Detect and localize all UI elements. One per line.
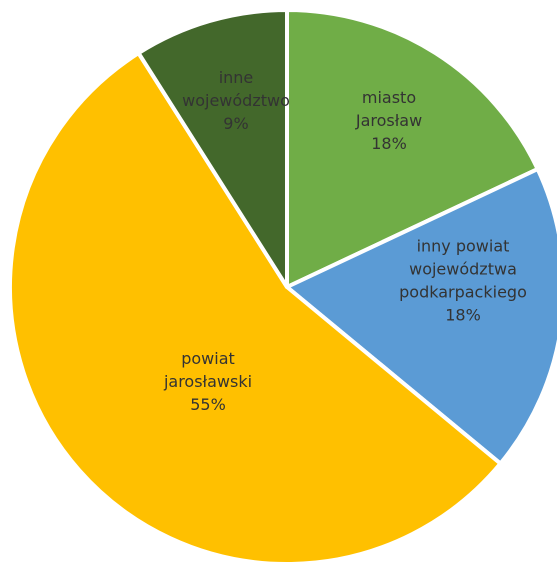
pie-slice-value: 18% — [371, 134, 407, 153]
pie-slice-label-0: miasto Jarosław 18% — [355, 88, 422, 153]
pie-slice-1 — [285, 167, 557, 466]
pie-slice-label-line: województwa — [409, 259, 517, 278]
pie-slice-label-line: jarosławski — [163, 372, 252, 391]
pie-slice-value: 18% — [445, 305, 481, 324]
pie-slice-value: 9% — [223, 114, 248, 133]
pie-slice-label-line: inny powiat — [417, 236, 510, 255]
pie-slice-3 — [136, 8, 289, 289]
pie-labels: miasto Jarosław 18% inny powiat województwa p… — [163, 68, 527, 414]
pie-slice-label-line: miasto — [362, 88, 416, 107]
pie-slice-label-1: inny powiat województwa podkarpackiego 18% — [399, 236, 527, 324]
pie-slice-label-2: powiat jarosławski 55% — [163, 349, 252, 414]
pie-slice-label-line: podkarpackiego — [399, 282, 527, 301]
pie-slice-label-line: Jarosław — [355, 111, 422, 130]
pie-slice-2 — [8, 51, 503, 563]
pie-slice-value: 55% — [190, 395, 226, 414]
pie-slice-label-line: inne — [219, 68, 254, 87]
pie-slice-0 — [285, 8, 540, 289]
pie-slices — [8, 8, 557, 563]
pie-slice-label-line: powiat — [181, 349, 235, 368]
pie-slice-label-line: województwo — [182, 91, 290, 110]
pie-slice-label-3: inne województwo 9% — [182, 68, 290, 133]
